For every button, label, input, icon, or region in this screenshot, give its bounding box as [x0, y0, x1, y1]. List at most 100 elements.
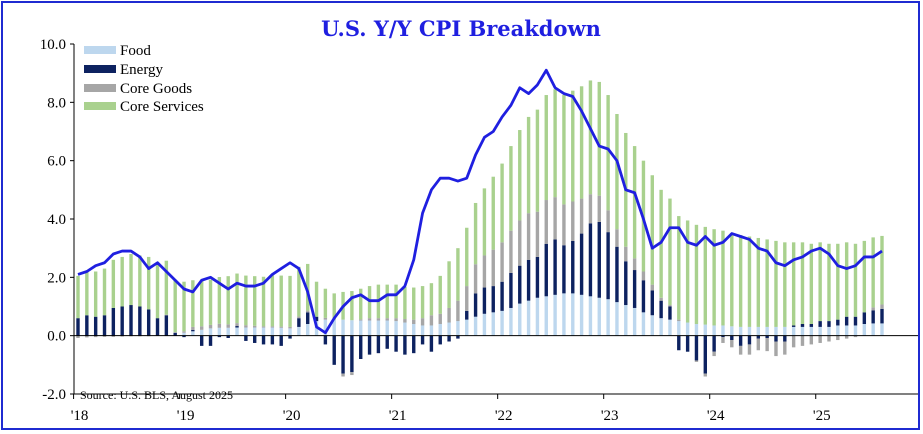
bar-energy-9: [155, 318, 160, 336]
bar-core-services-0: [76, 275, 80, 319]
legend-label-core-goods: Core Goods: [120, 81, 192, 97]
bar-energy-58: [588, 223, 593, 297]
bar-core-goods-91: [880, 304, 884, 309]
bar-energy-81: [791, 325, 796, 327]
bar-core-goods-17: [226, 324, 230, 328]
bar-core-goods-23: [279, 326, 283, 328]
bar-core-goods-77: [756, 338, 761, 351]
bar-core-services-72: [712, 229, 716, 326]
legend-swatch-core-services: [84, 102, 116, 110]
bar-energy-7: [138, 306, 142, 336]
bar-energy-59: [597, 221, 601, 298]
bar-energy-47: [491, 286, 495, 313]
bar-core-services-24: [288, 275, 292, 327]
bar-food-26: [306, 324, 310, 336]
bar-energy-53: [544, 243, 548, 297]
bar-core-goods-78: [765, 338, 769, 352]
y-tick-label-6: -2.0: [42, 387, 66, 403]
bar-food-65: [650, 315, 654, 336]
bar-food-44: [465, 319, 469, 336]
bar-core-services-21: [261, 276, 266, 327]
bar-food-88: [853, 325, 858, 336]
bar-food-70: [694, 324, 699, 336]
bar-food-17: [226, 327, 230, 336]
bar-core-goods-40: [429, 315, 434, 326]
bar-energy-71: [703, 335, 707, 374]
bar-food-34: [376, 320, 381, 336]
bar-core-services-11: [173, 279, 177, 333]
bar-core-services-83: [809, 243, 814, 324]
bar-core-goods-38: [412, 319, 416, 325]
bar-core-services-7: [138, 255, 142, 307]
bar-core-services-17: [226, 276, 230, 325]
bar-food-74: [730, 326, 734, 336]
bar-food-13: [191, 331, 195, 336]
bar-core-goods-43: [456, 300, 460, 322]
bar-core-goods-14: [199, 326, 204, 330]
bar-food-52: [535, 297, 540, 336]
bar-energy-29: [332, 335, 336, 365]
y-tick-label-0: 10.0: [40, 37, 66, 53]
bar-core-goods-87: [844, 335, 849, 339]
bar-core-goods-83: [809, 335, 814, 345]
bar-energy-17: [226, 335, 230, 338]
legend-swatch-core-goods: [84, 84, 116, 92]
bar-energy-6: [129, 305, 133, 336]
bar-core-goods-33: [367, 318, 372, 321]
bar-core-services-46: [482, 188, 487, 256]
bar-energy-50: [518, 265, 522, 304]
bar-core-services-29: [332, 293, 336, 320]
bar-core-services-32: [359, 288, 363, 320]
bar-core-goods-79: [774, 341, 778, 357]
bar-energy-85: [827, 321, 831, 327]
bar-core-services-42: [447, 261, 451, 308]
bar-energy-73: [721, 335, 725, 338]
bar-food-43: [456, 321, 460, 336]
bar-food-79: [774, 326, 778, 336]
bar-energy-22: [270, 335, 275, 345]
bar-food-81: [791, 326, 796, 336]
bar-core-services-60: [606, 95, 610, 211]
bar-core-services-3: [102, 268, 107, 316]
bar-core-goods-74: [730, 340, 734, 348]
bar-energy-13: [191, 329, 195, 332]
bar-energy-39: [420, 335, 425, 345]
bar-energy-72: [712, 335, 716, 352]
bar-core-goods-22: [270, 326, 275, 328]
bar-core-services-20: [253, 276, 257, 326]
bar-core-services-12: [182, 281, 186, 332]
bar-food-75: [738, 326, 743, 336]
bar-core-services-86: [836, 243, 840, 320]
bar-food-48: [500, 310, 504, 336]
bar-core-goods-62: [624, 246, 628, 262]
bar-food-66: [659, 318, 663, 336]
bar-core-services-81: [791, 242, 796, 326]
bar-food-12: [182, 332, 186, 336]
bar-energy-42: [447, 335, 451, 342]
bar-food-78: [765, 326, 769, 336]
bar-food-31: [350, 320, 354, 336]
bar-food-73: [721, 325, 725, 336]
bar-energy-90: [871, 310, 875, 324]
bar-energy-27: [314, 316, 319, 322]
bar-energy-0: [76, 318, 80, 336]
bar-core-goods-34: [376, 318, 381, 321]
bar-core-services-40: [429, 283, 434, 316]
bar-food-33: [367, 320, 372, 336]
bar-energy-41: [438, 335, 442, 345]
bar-food-30: [341, 319, 345, 336]
bar-energy-54: [553, 239, 557, 295]
bar-energy-23: [279, 335, 283, 346]
bar-core-services-16: [217, 277, 222, 324]
bar-energy-26: [306, 312, 310, 324]
bar-food-68: [677, 321, 681, 336]
bar-food-87: [844, 325, 849, 336]
bar-energy-76: [747, 335, 752, 345]
bar-core-services-36: [394, 284, 398, 319]
bar-energy-43: [456, 335, 460, 339]
bar-core-services-27: [314, 281, 319, 317]
bar-core-goods-19: [244, 325, 248, 328]
legend-label-energy: Energy: [120, 62, 164, 78]
bar-food-54: [553, 294, 557, 336]
bar-core-services-55: [562, 95, 566, 205]
